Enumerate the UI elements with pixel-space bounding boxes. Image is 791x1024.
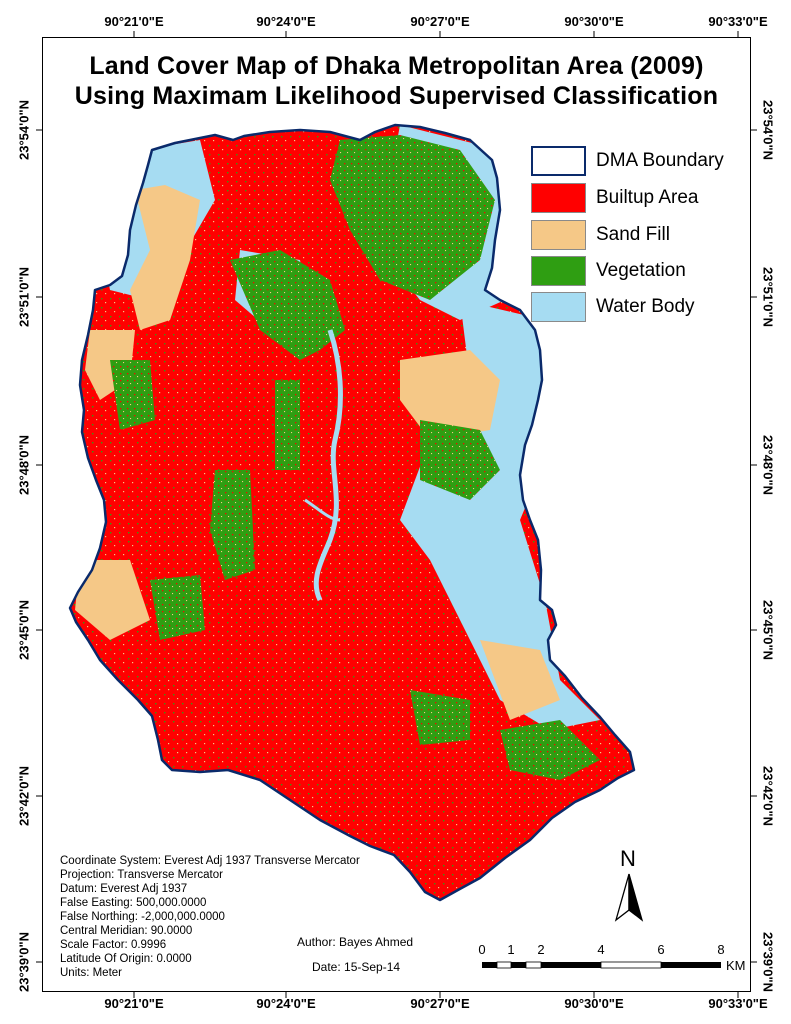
projection-info-line: False Easting: 500,000.0000 xyxy=(60,897,207,909)
legend-item-water-body: Water Body xyxy=(531,292,695,322)
lon-label-bottom-3: 90°27'0"E xyxy=(410,996,470,1011)
map-title-line1: Land Cover Map of Dhaka Metropolitan Are… xyxy=(89,52,704,80)
lon-label-top-1: 90°21'0"E xyxy=(104,14,164,29)
projection-info-line: Units: Meter xyxy=(60,967,122,979)
projection-info-line: Latitude Of Origin: 0.0000 xyxy=(60,953,192,965)
scale-bar xyxy=(482,961,721,969)
lon-label-bottom-2: 90°24'0"E xyxy=(256,996,316,1011)
north-arrow-label: N xyxy=(620,846,636,871)
legend-label: Vegetation xyxy=(596,260,686,281)
legend-item-sand-fill: Sand Fill xyxy=(531,220,670,250)
north-arrow-icon xyxy=(614,873,644,922)
legend-swatch-builtup xyxy=(531,183,586,213)
legend-swatch-dma-boundary xyxy=(531,146,586,176)
map-frame xyxy=(42,37,751,992)
scale-tick-5: 8 xyxy=(717,942,725,957)
legend-label: DMA Boundary xyxy=(596,150,724,171)
legend-item-dma-boundary: DMA Boundary xyxy=(531,146,724,176)
scale-unit: KM xyxy=(726,958,746,973)
projection-info-line: Scale Factor: 0.9996 xyxy=(60,939,167,951)
projection-info-line: False Northing: -2,000,000.0000 xyxy=(60,911,225,923)
map-title-line2: Using Maximam Likelihood Supervised Clas… xyxy=(74,82,719,110)
legend-label: Builtup Area xyxy=(596,187,699,208)
lon-label-bottom-1: 90°21'0"E xyxy=(104,996,164,1011)
legend-item-builtup: Builtup Area xyxy=(531,183,698,213)
scale-tick-2: 2 xyxy=(537,942,545,957)
projection-info-line: Projection: Transverse Mercator xyxy=(60,869,223,881)
scale-tick-3: 4 xyxy=(597,942,605,957)
legend-swatch-water-body xyxy=(531,292,586,322)
author-credit: Author: Bayes Ahmed xyxy=(297,935,414,949)
projection-info: Coordinate System: Everest Adj 1937 Tran… xyxy=(60,854,360,980)
lon-label-bottom-5: 90°33'0"E xyxy=(708,996,768,1011)
legend-label: Sand Fill xyxy=(596,224,670,245)
legend-item-vegetation: Vegetation xyxy=(531,256,686,286)
scale-tick-4: 6 xyxy=(657,942,665,957)
lon-label-top-5: 90°33'0"E xyxy=(708,14,768,29)
projection-info-line: Coordinate System: Everest Adj 1937 Tran… xyxy=(60,855,360,867)
scale-tick-0: 0 xyxy=(478,942,486,957)
projection-info-line: Central Meridian: 90.0000 xyxy=(60,925,193,937)
scale-tick-1: 1 xyxy=(507,942,515,957)
lon-label-top-4: 90°30'0"E xyxy=(564,14,624,29)
date-credit: Date: 15-Sep-14 xyxy=(312,960,401,974)
projection-info-line: Datum: Everest Adj 1937 xyxy=(60,883,188,895)
lon-label-top-3: 90°27'0"E xyxy=(410,14,470,29)
legend-label: Water Body xyxy=(596,296,695,317)
lon-label-top-2: 90°24'0"E xyxy=(256,14,316,29)
legend-swatch-sand-fill xyxy=(531,220,586,250)
lon-label-bottom-4: 90°30'0"E xyxy=(564,996,624,1011)
legend-swatch-vegetation xyxy=(531,256,586,286)
